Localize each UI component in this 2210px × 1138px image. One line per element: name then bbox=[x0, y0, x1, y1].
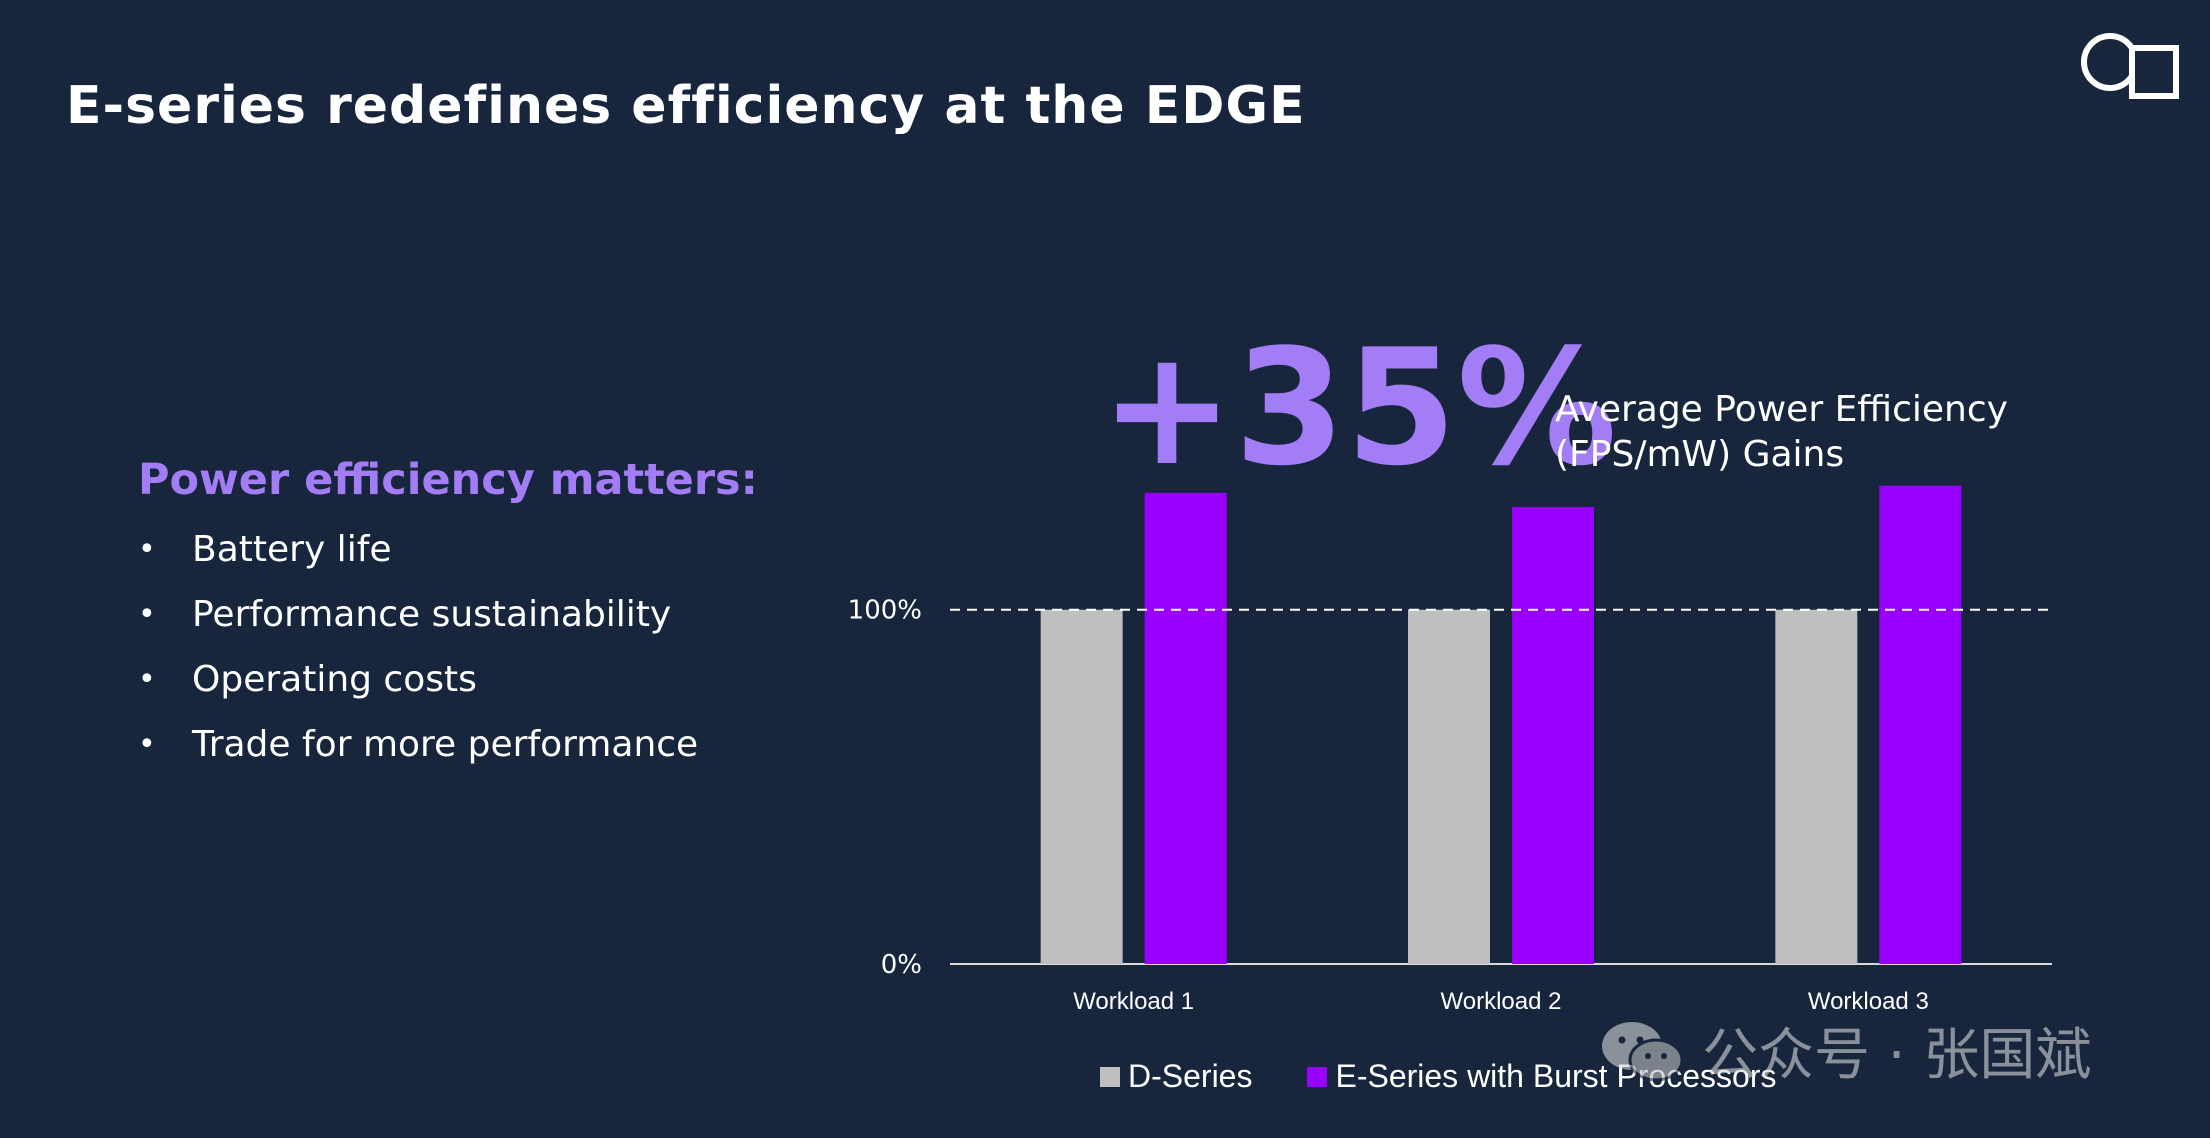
bullet-text: Performance sustainability bbox=[192, 594, 672, 635]
legend-label-d-series: D-Series bbox=[1128, 1058, 1253, 1094]
brand-logo-icon bbox=[2081, 33, 2179, 99]
watermark: 公众号 · 张国斌 bbox=[1598, 1010, 2091, 1091]
bar-e-series-2 bbox=[1512, 506, 1594, 964]
x-tick-label: Workload 2 bbox=[1441, 988, 1562, 1015]
efficiency-panel: Power efficiency matters: • Battery life… bbox=[138, 455, 778, 785]
bullet-trade-performance: • Trade for more performance bbox=[138, 720, 778, 785]
watermark-text: 公众号 · 张国斌 bbox=[1702, 1023, 2092, 1088]
y-tick-label: 0% bbox=[881, 950, 922, 980]
bullet-text: Operating costs bbox=[192, 659, 477, 700]
caption-line-1: Average Power Efficiency bbox=[1555, 389, 2008, 430]
bar-d-series-3 bbox=[1775, 609, 1858, 964]
caption-line-2: (FPS/mW) Gains bbox=[1555, 434, 1845, 475]
bullet-dot: • bbox=[138, 532, 156, 567]
bullet-dot: • bbox=[138, 662, 156, 697]
legend-swatch-d-series bbox=[1100, 1066, 1120, 1087]
legend-item-d-series: D-Series bbox=[1100, 1058, 1252, 1095]
bullet-operating-costs: • Operating costs bbox=[138, 655, 778, 720]
efficiency-heading: Power efficiency matters: bbox=[138, 455, 758, 505]
chart-legend: D-Series E-Series with Burst Processors bbox=[1100, 1058, 1831, 1095]
page-title: E-series redefines efficiency at the EDG… bbox=[66, 76, 1306, 136]
x-tick-label: Workload 1 bbox=[1073, 988, 1194, 1015]
efficiency-gain-stat: +35% bbox=[1100, 314, 1618, 501]
bullet-text: Trade for more performance bbox=[192, 724, 699, 765]
bullet-dot: • bbox=[138, 597, 156, 632]
bullet-battery-life: • Battery life bbox=[138, 525, 778, 590]
legend-label-e-series: E-Series with Burst Processors bbox=[1335, 1058, 1777, 1094]
legend-swatch-e-series bbox=[1307, 1066, 1328, 1087]
legend-item-e-series: E-Series with Burst Processors bbox=[1307, 1058, 1776, 1095]
y-tick-label: 100% bbox=[848, 596, 922, 626]
bullet-list: • Battery life • Performance sustainabil… bbox=[138, 525, 778, 785]
bar-e-series-3 bbox=[1879, 485, 1962, 964]
bullet-dot: • bbox=[138, 727, 156, 762]
bullet-text: Battery life bbox=[192, 529, 392, 570]
bar-e-series-1 bbox=[1144, 492, 1227, 964]
bullet-performance-sustainability: • Performance sustainability bbox=[138, 590, 778, 655]
efficiency-gain-caption: Average Power Efficiency (FPS/mW) Gains bbox=[1555, 387, 2008, 477]
bar-d-series-2 bbox=[1408, 609, 1490, 964]
bar-d-series-1 bbox=[1040, 609, 1123, 964]
wechat-icon bbox=[1602, 1021, 1684, 1081]
x-tick-label: Workload 3 bbox=[1808, 988, 1929, 1015]
